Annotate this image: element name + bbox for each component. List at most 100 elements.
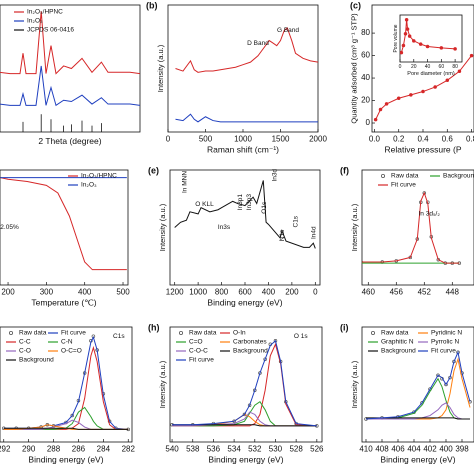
series-line (0, 11, 140, 75)
data-point (453, 47, 457, 51)
annotation: O 1s (294, 333, 308, 340)
legend-label: Background (233, 348, 268, 355)
y-axis-title: Quantity adsorbed (cm³ g⁻¹ STP) (349, 13, 358, 124)
data-point (242, 412, 247, 417)
series-line (172, 424, 317, 427)
legend-label: Fit curve (189, 357, 214, 364)
panel-label: (c) (350, 0, 361, 10)
x-tick-label: 0.0 (369, 134, 381, 143)
legend-label: Raw data (381, 330, 409, 337)
y-axis-title: Pore volume (393, 24, 399, 52)
annotation: In3p1 (237, 194, 244, 211)
x-axis-title: Relative pressure (P (384, 145, 461, 155)
annotation: C1s (293, 215, 300, 227)
x-tick-label: 528 (289, 444, 303, 453)
data-point (404, 17, 409, 22)
data-point (425, 44, 430, 49)
y-axis-title: Intensity (a.u.) (350, 360, 359, 408)
plot-area (400, 17, 457, 55)
data-point (384, 102, 389, 106)
legend-label: Graphitic N (381, 339, 414, 346)
plot-frame (0, 169, 129, 286)
legend-label: Raw data (391, 173, 419, 180)
legend-marker (370, 330, 375, 335)
series-line (172, 339, 317, 427)
y-tick-label: 0 (366, 118, 371, 127)
y-tick-label: 40 (361, 73, 370, 82)
x-tick-label: 500 (116, 287, 130, 296)
legend-label: C-O (19, 348, 31, 355)
plot-frame (399, 14, 463, 63)
data-point (378, 107, 383, 112)
legend-label: Pyridinic N (431, 330, 462, 337)
x-tick-label: 448 (446, 287, 460, 296)
plot-area (0, 177, 127, 271)
x-tick-label: 406 (391, 444, 405, 453)
x-tick-label: 400 (262, 287, 276, 296)
legend-label: Background (19, 357, 54, 364)
x-tick-label: 1200 (166, 287, 184, 296)
data-point (444, 382, 448, 387)
plot-frame (167, 4, 319, 133)
legend-label: In₂O₃ (27, 18, 43, 25)
data-point (401, 43, 406, 48)
x-tick-label: 292 (0, 444, 11, 453)
plot-area (1, 334, 131, 432)
x-tick-label: 456 (390, 287, 404, 296)
x-tick-label: 1000 (189, 287, 207, 296)
legend-label: Raw data (189, 330, 217, 337)
data-point (457, 69, 462, 74)
panel-label: (b) (146, 0, 158, 10)
series-line (0, 177, 127, 271)
x-tick-label: 0 (166, 134, 171, 143)
legend-label: Pyrrolic N (431, 339, 459, 346)
x-tick-label: 600 (238, 287, 252, 296)
x-axis-title: 2 Theta (degree) (38, 136, 101, 146)
x-tick-label: 284 (97, 444, 111, 453)
x-axis-title: Binding energy (eV) (28, 455, 103, 465)
data-point (439, 46, 444, 50)
x-tick-label: 398 (455, 444, 469, 453)
annotation: D Band (247, 40, 269, 47)
x-tick-label: 286 (72, 444, 86, 453)
annotation: In4d (311, 226, 318, 239)
plot-area (364, 350, 472, 421)
x-tick-label: 538 (186, 444, 200, 453)
plot-frame (169, 326, 323, 443)
legend-label: C-C (19, 339, 31, 346)
x-axis-title: Temperature (℃) (31, 298, 96, 308)
legend-label: Background (443, 173, 474, 180)
x-tick-label: 500 (199, 134, 213, 143)
x-tick-label: 540 (165, 444, 179, 453)
x-tick-label: 526 (310, 444, 324, 453)
x-tick-label: 408 (375, 444, 389, 453)
data-point (421, 89, 425, 94)
y-axis-title: Intensity (a.u.) (350, 203, 359, 251)
plot-area (174, 180, 316, 249)
x-tick-label: 0 (313, 287, 318, 296)
legend-marker (380, 173, 385, 178)
x-tick-label: 200 (1, 287, 15, 296)
data-point (418, 42, 423, 46)
x-tick-label: 536 (207, 444, 221, 453)
x-tick-label: 460 (362, 287, 376, 296)
data-point (407, 34, 412, 38)
annotation: C1s (113, 333, 125, 340)
data-point (445, 78, 450, 83)
legend-label: Raw data (19, 330, 47, 337)
data-point (400, 50, 404, 55)
legend-label: JCPDS 06-0416 (27, 27, 74, 34)
plot-area (175, 27, 318, 123)
y-tick-label: 60 (361, 51, 370, 60)
annotation: G Band (277, 27, 299, 34)
legend-label: O-In (233, 330, 246, 337)
annotation: N1s (279, 229, 286, 241)
series-line (366, 402, 470, 420)
legend-label: Fit curve (61, 330, 86, 337)
x-tick-label: 410 (359, 444, 373, 453)
legend-label: Background (381, 348, 416, 355)
x-tick-label: 0.8 (466, 134, 474, 143)
x-tick-label: 288 (47, 444, 61, 453)
annotation: In3d (272, 168, 279, 181)
